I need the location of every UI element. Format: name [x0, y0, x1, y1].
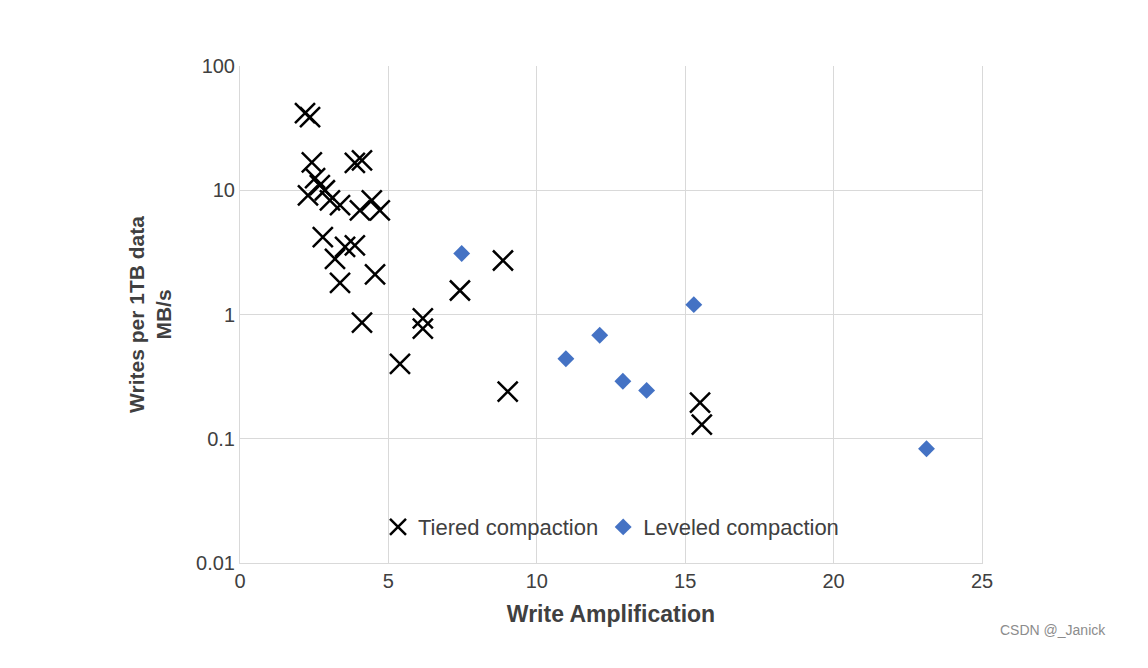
svg-text:0: 0: [234, 570, 245, 592]
svg-text:25: 25: [971, 570, 993, 592]
svg-text:0.1: 0.1: [207, 428, 235, 450]
svg-text:20: 20: [822, 570, 844, 592]
svg-text:CSDN @_Janick: CSDN @_Janick: [1000, 622, 1106, 638]
svg-text:10: 10: [526, 570, 548, 592]
svg-text:5: 5: [383, 570, 394, 592]
svg-text:15: 15: [674, 570, 696, 592]
svg-text:Writes per 1TB dataMB/s: Writes per 1TB dataMB/s: [125, 216, 175, 413]
svg-text:Leveled compaction: Leveled compaction: [643, 515, 839, 540]
svg-text:Write Amplification: Write Amplification: [507, 601, 715, 627]
svg-text:1: 1: [224, 304, 235, 326]
svg-text:Tiered compaction: Tiered compaction: [418, 515, 598, 540]
svg-text:100: 100: [202, 55, 235, 77]
svg-text:0.01: 0.01: [196, 552, 235, 574]
svg-text:10: 10: [213, 179, 235, 201]
